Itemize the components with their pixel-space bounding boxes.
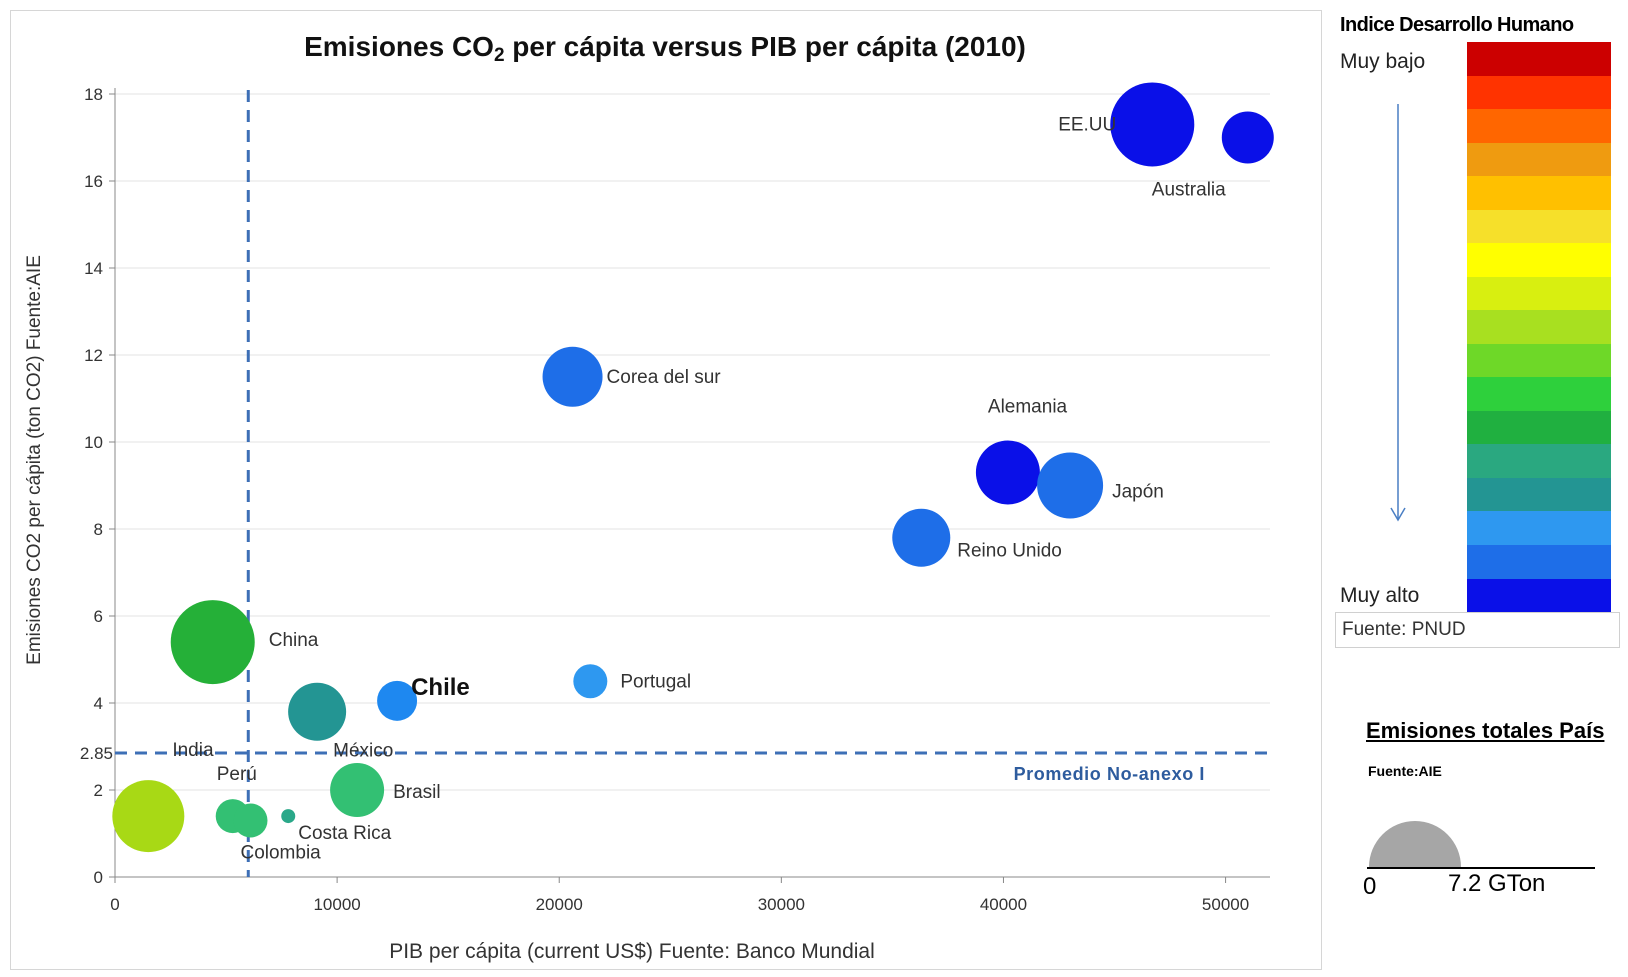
bubble-ee-uu xyxy=(1110,82,1195,167)
reference-line-value-label: 2.85 xyxy=(80,744,113,763)
colorbar-swatch xyxy=(1467,477,1611,512)
colorbar-swatch xyxy=(1467,343,1611,378)
hdi-legend-bottom-label: Muy alto xyxy=(1340,584,1420,607)
x-tick-label: 30000 xyxy=(758,895,805,914)
size-legend-semicircle xyxy=(1369,821,1461,867)
chart-title-subscript: 2 xyxy=(494,45,505,66)
x-tick-label: 10000 xyxy=(313,895,360,914)
bubble-india xyxy=(112,780,185,853)
colorbar-swatch xyxy=(1467,75,1611,110)
colorbar-swatch xyxy=(1467,209,1611,244)
y-tick-label: 2 xyxy=(94,781,103,800)
bubble-mexico xyxy=(288,682,347,741)
x-tick-label: 0 xyxy=(110,895,119,914)
y-tick-label: 6 xyxy=(94,607,103,626)
chart-title: Emisiones CO2 per cápita versus PIB per … xyxy=(304,31,1026,66)
colorbar-swatch xyxy=(1467,276,1611,311)
colorbar-swatch xyxy=(1467,176,1611,210)
y-tick-label: 0 xyxy=(94,868,103,887)
point-label-ee-uu: EE.UU xyxy=(1058,114,1116,135)
reference-line-caption: Promedio No-anexo I xyxy=(1014,764,1205,784)
colorbar-swatch xyxy=(1467,310,1611,344)
size-legend-symbol xyxy=(1367,821,1595,869)
y-tick-label: 10 xyxy=(84,433,103,452)
y-tick-label: 4 xyxy=(94,694,103,713)
bubble-portugal xyxy=(573,664,608,699)
y-tick-label: 8 xyxy=(94,520,103,539)
bubble-reino-unido xyxy=(892,508,951,567)
bubbles xyxy=(112,82,1274,853)
chart-title-rest: per cápita versus PIB per cápita (2010) xyxy=(505,31,1026,62)
size-legend-source: Fuente:AIE xyxy=(1368,763,1442,779)
chart-frame xyxy=(10,10,1322,970)
colorbar-swatch xyxy=(1467,544,1611,579)
colorbar-swatch xyxy=(1467,511,1611,545)
size-legend-title: Emisiones totales País xyxy=(1366,718,1605,743)
colorbar-swatch xyxy=(1467,109,1611,143)
chart-title-main: Emisiones CO xyxy=(304,31,494,62)
point-label-costa-rica: Costa Rica xyxy=(298,823,391,844)
point-label-alemania: Alemania xyxy=(988,396,1068,417)
bubble-china xyxy=(170,600,255,685)
x-tick-label: 40000 xyxy=(980,895,1027,914)
point-label-corea-del-sur: Corea del sur xyxy=(607,367,722,388)
colorbar-swatch xyxy=(1467,410,1611,445)
bubble-australia xyxy=(1221,111,1274,164)
y-tick-label: 14 xyxy=(84,259,103,278)
hdi-legend-source: Fuente: PNUD xyxy=(1342,619,1466,640)
x-tick-label: 50000 xyxy=(1202,895,1249,914)
x-axis-label: PIB per cápita (current US$) Fuente: Ban… xyxy=(389,940,875,963)
point-label-peru: Perú xyxy=(217,764,257,785)
size-legend-max: 7.2 GTon xyxy=(1448,870,1546,897)
hdi-arrow xyxy=(1390,104,1406,522)
colorbar-swatch xyxy=(1467,142,1611,177)
colorbar-swatch xyxy=(1467,243,1611,277)
bubble-chile xyxy=(377,680,418,721)
point-label-colombia: Colombia xyxy=(240,842,321,863)
colorbar-swatch xyxy=(1467,444,1611,478)
x-tick-label: 20000 xyxy=(536,895,583,914)
bubble-colombia xyxy=(233,803,268,838)
point-label-chile: Chile xyxy=(411,674,470,701)
point-label-reino-unido: Reino Unido xyxy=(957,541,1062,562)
colorbar-swatch xyxy=(1467,42,1611,76)
hdi-legend-top-label: Muy bajo xyxy=(1340,50,1426,73)
bubble-costa-rica xyxy=(281,809,296,824)
hdi-colorbar xyxy=(1467,42,1611,613)
point-label-india: India xyxy=(172,740,214,761)
y-axis-label: Emisiones CO2 per cápita (ton CO2) Fuent… xyxy=(24,255,45,665)
bubble-brasil xyxy=(330,763,385,817)
hdi-source-box xyxy=(1335,612,1620,648)
point-label-china: China xyxy=(269,630,319,651)
y-tick-label: 18 xyxy=(84,85,103,104)
reference-lines: 2.85 Promedio No-anexo I xyxy=(80,90,1270,877)
y-tick-label: 12 xyxy=(84,346,103,365)
point-label-mexico: México xyxy=(333,741,393,762)
point-label-australia: Australia xyxy=(1152,180,1226,201)
bubble-japon xyxy=(1037,452,1104,519)
point-label-japon: Japón xyxy=(1112,482,1164,503)
hdi-legend-title: Indice Desarrollo Humano xyxy=(1340,14,1574,36)
size-legend-min: 0 xyxy=(1363,873,1377,900)
y-tick-label: 16 xyxy=(84,172,103,191)
axes: 0 2 4 6 8 10 12 14 16 18 0 10000 20000 30000 40000 5000… xyxy=(84,85,1270,914)
bubble-corea-del-sur xyxy=(542,346,603,407)
point-label-portugal: Portugal xyxy=(620,671,691,692)
colorbar-swatch xyxy=(1467,377,1611,411)
colorbar-swatch xyxy=(1467,578,1611,613)
bubble-alemania xyxy=(975,440,1040,505)
point-label-brasil: Brasil xyxy=(393,782,441,803)
